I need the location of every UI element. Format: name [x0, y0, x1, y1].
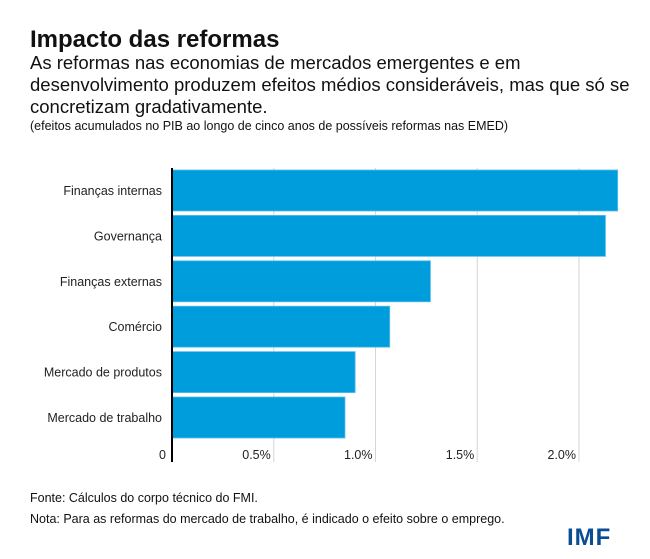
x-tick-label: 2.0%	[548, 448, 577, 462]
category-label: Finanças internas	[63, 184, 162, 198]
bar	[171, 305, 391, 348]
category-label: Mercado de trabalho	[47, 411, 162, 425]
category-label: Finanças externas	[60, 275, 162, 289]
footnote-text: Nota: Para as reformas do mercado de tra…	[30, 512, 505, 526]
chart-note: (efeitos acumulados no PIB ao longo de c…	[30, 119, 509, 133]
category-label: Governança	[94, 229, 162, 243]
x-tick-label: 1.5%	[446, 448, 475, 462]
bar	[171, 169, 619, 212]
x-tick-label: 0.5%	[242, 448, 271, 462]
bar	[171, 260, 431, 303]
chart-subtitle: As reformas nas economias de mercados em…	[30, 52, 630, 117]
source-text: Fonte: Cálculos do corpo técnico do FMI.	[30, 491, 258, 505]
x-tick-label: 1.0%	[344, 448, 373, 462]
category-label: Comércio	[109, 320, 163, 334]
bar	[171, 396, 346, 439]
category-label: Mercado de produtos	[44, 366, 162, 380]
x-tick-label: 0	[159, 448, 166, 462]
chart-title: Impacto das reformas	[30, 26, 280, 53]
bar	[171, 351, 356, 394]
imf-logo: IMF	[567, 524, 612, 551]
bar	[171, 214, 606, 257]
